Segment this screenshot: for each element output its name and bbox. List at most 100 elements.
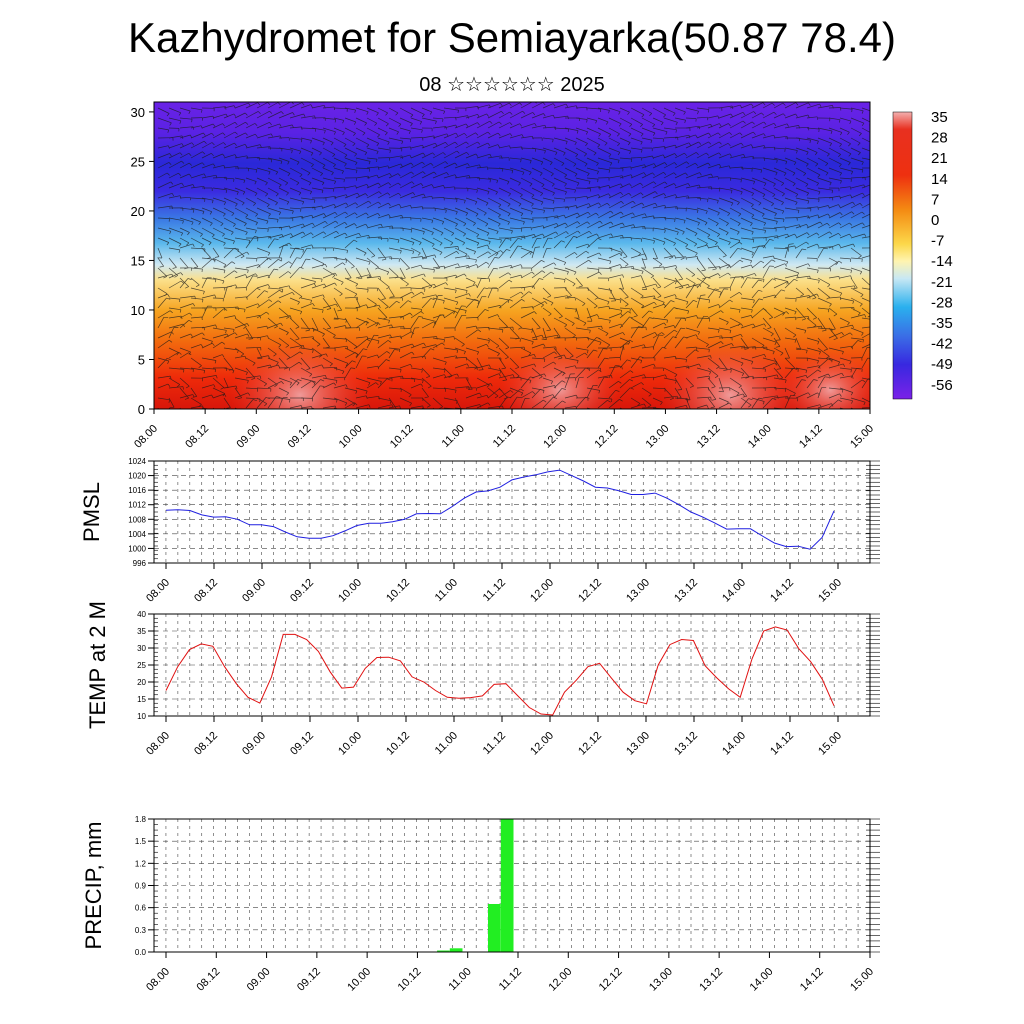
wind-barb <box>707 207 720 214</box>
wind-barb-flag <box>296 182 300 186</box>
wind-barb <box>740 257 752 261</box>
wind-barb <box>223 385 237 389</box>
wind-barb-flag <box>312 303 315 307</box>
wind-barb <box>245 207 258 215</box>
wind-barb <box>399 377 415 380</box>
wind-barb <box>729 187 743 193</box>
wind-barb <box>366 354 378 359</box>
precip-y-tick-label: 0.0 <box>135 948 147 957</box>
wind-barb-flag <box>244 144 248 148</box>
wind-barb-flag <box>705 210 708 215</box>
wind-barb-flag <box>243 413 245 416</box>
wind-barb <box>366 335 375 349</box>
wind-barb <box>817 337 828 350</box>
wind-barb <box>366 147 379 152</box>
wind-barb-flag <box>585 131 589 135</box>
wind-barb <box>586 127 601 135</box>
wind-barb-flag <box>639 356 644 359</box>
wind-barb <box>234 177 245 181</box>
wind-barb-flag <box>532 306 534 310</box>
wind-barb-flag <box>185 286 189 289</box>
wind-barb-flag <box>420 383 424 387</box>
wind-barb <box>707 245 719 249</box>
wind-barb-flag <box>247 333 250 337</box>
wind-barb <box>751 102 764 109</box>
wind-barb-flag <box>486 232 490 236</box>
wind-barb-flag <box>528 352 532 356</box>
wind-barb-flag <box>255 133 258 138</box>
wind-barb <box>344 117 357 123</box>
wind-barb <box>168 397 175 408</box>
wind-barb-flag <box>608 169 611 173</box>
wind-barb <box>399 216 411 219</box>
wind-barb <box>476 278 482 289</box>
wind-barb-flag <box>586 350 589 354</box>
wind-barb <box>586 233 597 239</box>
wind-barb-flag <box>633 315 638 318</box>
wind-barb <box>806 232 817 239</box>
wind-barb <box>289 223 304 229</box>
wind-barb-flag <box>773 183 776 187</box>
wind-barb-flag <box>752 239 755 243</box>
wind-barb <box>729 248 738 259</box>
wind-barb-flag <box>259 144 262 148</box>
wind-barb-flag <box>675 380 677 384</box>
wind-barb <box>575 243 589 249</box>
wind-barb-flag <box>507 396 512 399</box>
wind-barb <box>465 187 478 191</box>
wind-barb <box>509 377 521 379</box>
wind-barb <box>300 214 312 219</box>
wind-barb-flag <box>583 322 587 326</box>
wind-barb <box>663 356 676 359</box>
wind-barb <box>839 275 851 279</box>
wind-barb <box>718 377 724 392</box>
wind-barb-flag <box>479 164 481 168</box>
wind-barb-flag <box>817 269 819 274</box>
wind-barb-flag <box>388 202 391 206</box>
wind-barb-flag <box>176 352 180 356</box>
wind-barb-flag <box>740 334 743 338</box>
wind-barb-flag <box>256 287 261 291</box>
wind-barb-flag <box>431 220 434 224</box>
wind-barb-flag <box>837 361 841 365</box>
wind-barb-flag <box>311 244 314 248</box>
wind-barb <box>300 187 312 192</box>
wind-barb <box>586 137 600 146</box>
wind-barb <box>344 296 358 299</box>
wind-barb <box>861 407 870 409</box>
wind-barb <box>751 112 762 119</box>
wind-barb-flag <box>608 154 612 158</box>
wind-barb-flag <box>578 285 583 288</box>
wind-barb <box>498 326 513 329</box>
wind-barb <box>795 392 809 399</box>
wind-barb-flag <box>265 397 270 400</box>
wind-barb <box>597 202 608 209</box>
wind-barb <box>685 141 699 149</box>
wind-barb-flag <box>743 154 746 158</box>
wind-barb <box>630 172 645 179</box>
precip-x-tick-label: 11.12 <box>497 966 524 993</box>
wind-barb-flag <box>751 103 754 107</box>
wind-barb <box>520 247 532 253</box>
wind-barb <box>531 113 544 119</box>
wind-barb <box>685 285 695 299</box>
wind-barb <box>575 259 589 269</box>
wind-barb <box>454 287 468 291</box>
wind-barb <box>850 157 864 163</box>
wind-barb <box>278 147 293 151</box>
wind-barb <box>696 276 707 289</box>
wind-barb-flag <box>225 106 227 110</box>
wind-barb-flag <box>630 174 633 178</box>
wind-barb <box>377 137 390 143</box>
wind-barb-flag <box>840 180 842 184</box>
wind-barb-flag <box>385 359 390 362</box>
wind-barb-flag <box>325 264 328 268</box>
wind-barb <box>432 172 447 179</box>
wind-barb-flag <box>663 172 667 175</box>
wind-barb <box>421 348 431 359</box>
wind-barb <box>597 257 611 262</box>
wind-barb-flag <box>178 243 182 247</box>
wind-barb-flag <box>222 233 225 237</box>
wind-barb-flag <box>320 379 325 382</box>
wind-barb-flag <box>212 410 213 413</box>
